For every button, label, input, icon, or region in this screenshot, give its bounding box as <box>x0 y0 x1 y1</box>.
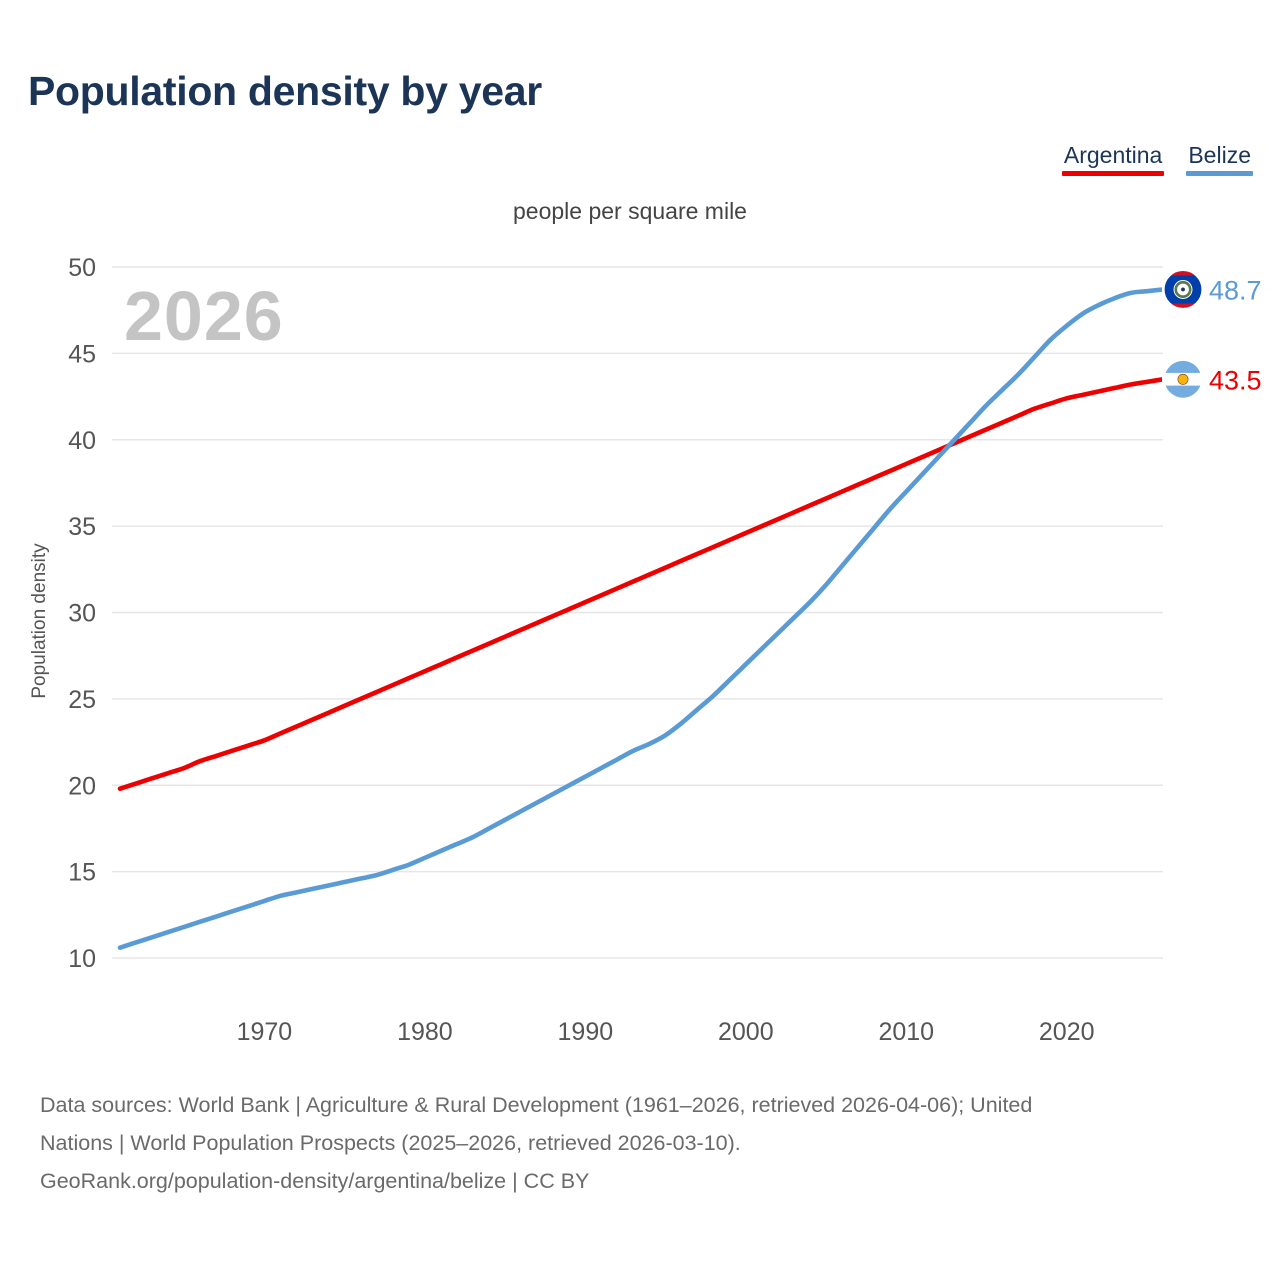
y-tick-label: 15 <box>68 859 96 887</box>
grid-lines <box>112 266 1163 959</box>
legend-label-argentina: Argentina <box>1063 142 1163 168</box>
legend-item-belize[interactable]: Belize <box>1186 142 1253 176</box>
y-axis-ticks: 10 15 20 25 30 35 40 45 50 <box>68 254 96 973</box>
footer-sources: Data sources: World Bank | Agriculture &… <box>40 1086 1255 1200</box>
end-value-label-argentina: 43.5 <box>1209 365 1262 395</box>
chart-legend: Argentina Belize <box>1061 142 1253 176</box>
page-title: Population density by year <box>28 68 542 114</box>
chart-subtitle: people per square mile <box>513 198 747 224</box>
series-line-belize[interactable] <box>117 287 1163 950</box>
footer-line-3: GeoRank.org/population-density/argentina… <box>40 1169 590 1193</box>
x-tick-label: 1970 <box>237 1018 293 1046</box>
argentina-flag-icon <box>1163 359 1203 399</box>
y-tick-label: 40 <box>68 427 96 455</box>
x-tick-label: 2000 <box>718 1018 774 1046</box>
year-watermark: 2026 <box>124 277 284 355</box>
data-series-group <box>117 287 1163 950</box>
y-tick-label: 35 <box>68 513 96 541</box>
x-tick-label: 1990 <box>558 1018 614 1046</box>
x-tick-label: 2010 <box>878 1018 934 1046</box>
series-line-argentina[interactable] <box>117 377 1163 791</box>
plot-area: 10 15 20 25 30 35 40 45 50 1970 1980 1990 2000 2010 2… <box>68 254 1262 1046</box>
x-tick-label: 2020 <box>1039 1018 1095 1046</box>
y-tick-label: 30 <box>68 600 96 628</box>
y-tick-label: 45 <box>68 340 96 368</box>
y-tick-label: 50 <box>68 254 96 282</box>
footer-line-1: Data sources: World Bank | Agriculture &… <box>40 1093 1033 1117</box>
end-markers-group: 48.7 43.5 <box>1163 269 1262 399</box>
y-tick-label: 10 <box>68 945 96 973</box>
y-tick-label: 25 <box>68 686 96 714</box>
footer-line-2: Nations | World Population Prospects (20… <box>40 1131 741 1155</box>
y-tick-label: 20 <box>68 772 96 800</box>
x-tick-label: 1980 <box>397 1018 453 1046</box>
x-axis-ticks: 1970 1980 1990 2000 2010 2020 <box>237 1018 1095 1046</box>
legend-label-belize: Belize <box>1188 142 1251 168</box>
legend-swatch-belize <box>1186 171 1253 176</box>
legend-item-argentina[interactable]: Argentina <box>1061 142 1165 176</box>
legend-swatch-argentina <box>1061 171 1165 176</box>
belize-flag-icon <box>1163 269 1203 310</box>
end-value-label-belize: 48.7 <box>1209 275 1262 305</box>
